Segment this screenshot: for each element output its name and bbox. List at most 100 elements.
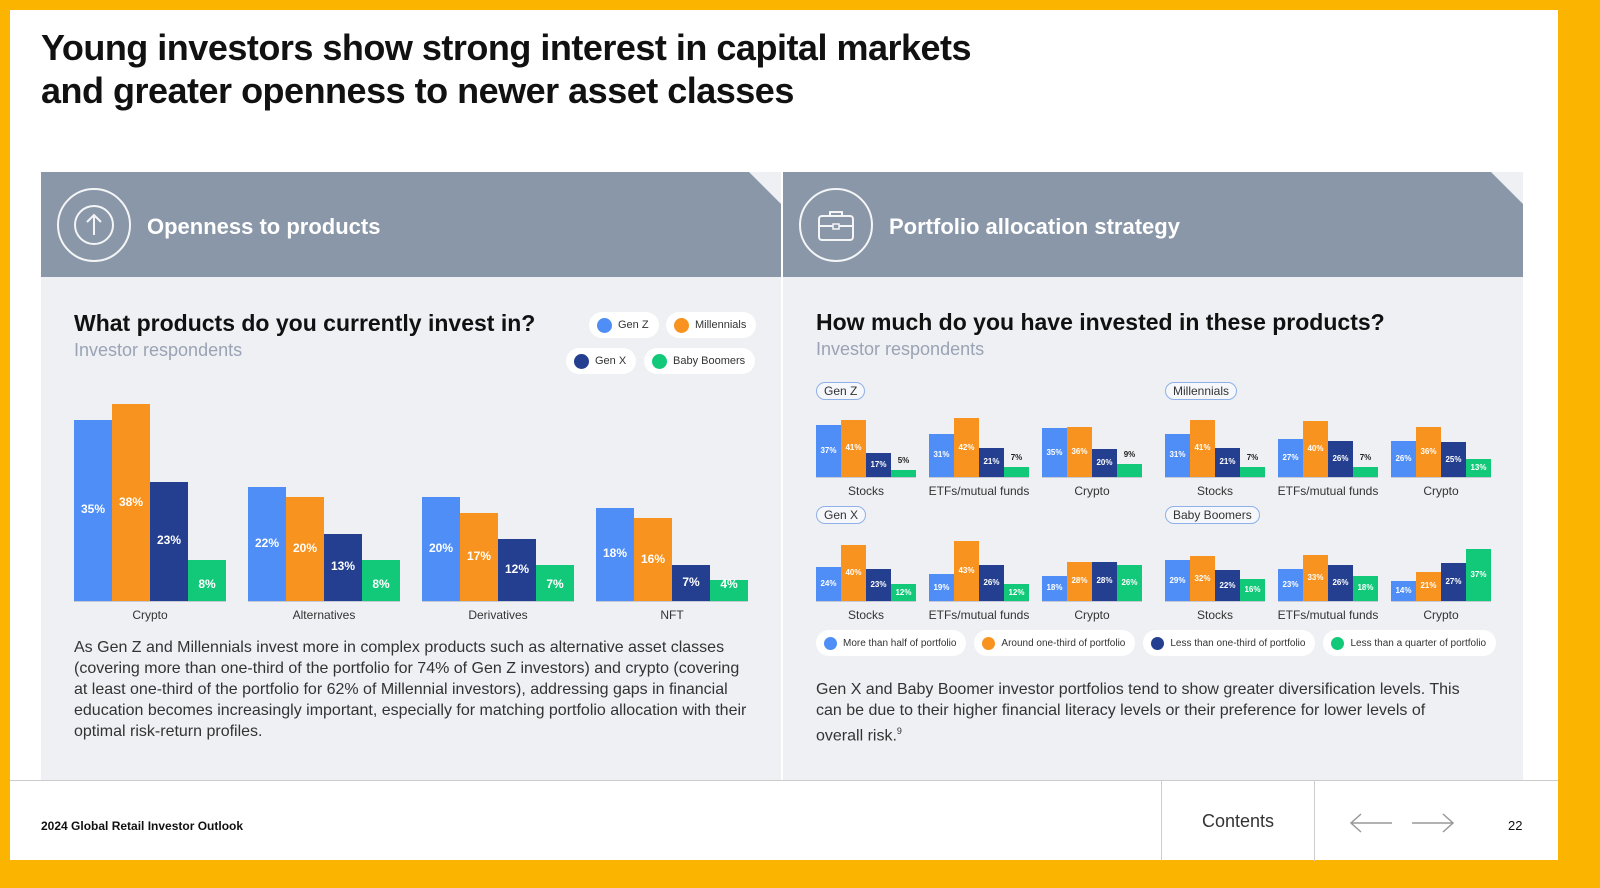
bar: 18% [1353,575,1378,601]
page-number: 22 [1508,818,1523,833]
bar: 38% [112,404,150,601]
bar: 18% [1042,575,1067,601]
prev-arrow-icon[interactable] [1348,811,1394,840]
legend-label: Baby Boomers [673,355,746,367]
bar: 37% [1466,549,1491,601]
legend-label: Less than one-third of portfolio [1170,637,1306,649]
legend-item: Around one-third of portfolio [974,630,1136,656]
axis-line [816,601,916,602]
bar: 27% [1441,563,1466,601]
bar: 7% [536,564,574,601]
legend-item: Baby Boomers [644,348,756,374]
group-pill: Millennials [1165,382,1238,400]
bar: 37% [816,425,841,477]
category-label: Derivatives [468,608,528,622]
data-label: 22% [1219,580,1236,590]
data-label: 27% [1445,577,1462,587]
bar: 14% [1391,581,1416,601]
bar: 18% [596,507,634,601]
data-label: 18% [1046,583,1063,593]
bar: 7% [1004,453,1029,477]
data-label: 16% [1244,584,1261,594]
data-label: 4% [720,577,738,591]
axis-line [596,601,748,602]
bar: 35% [1042,428,1067,477]
bar: 26% [1328,440,1353,477]
data-label: 36% [1420,446,1437,456]
bar: 17% [866,453,891,477]
panel-title: Openness to products [147,214,381,239]
chart-question: How much do you have invested in these p… [816,309,1385,335]
data-label: 14% [1395,586,1412,596]
category-label: Crypto [1423,608,1459,622]
bar: 36% [1416,426,1441,477]
axis-line [929,601,1029,602]
bar: 12% [498,538,536,601]
bar: 26% [1391,440,1416,477]
data-label: 32% [1194,573,1211,583]
bar: 17% [460,512,498,601]
bar: 20% [1092,449,1117,477]
legend-label: Gen X [595,355,627,367]
report-name: 2024 Global Retail Investor Outlook [41,819,244,833]
legend-label: Less than a quarter of portfolio [1350,637,1487,649]
data-label: 26% [1332,453,1349,463]
data-label: 20% [428,541,454,556]
data-label: 40% [1307,444,1324,453]
category-label: ETFs/mutual funds [1277,484,1379,498]
legend-swatch [1151,636,1165,650]
bar: 23% [150,481,188,601]
footnote-marker: 9 [896,726,902,736]
category-label: Stocks [847,484,884,498]
data-label: 28% [1096,576,1113,586]
bar: 21% [979,447,1004,477]
bar: 13% [324,533,362,601]
legend-swatch [574,353,589,369]
paragraph-text: Gen X and Baby Boomer investor portfolio… [816,681,1460,745]
data-label: 23% [870,579,887,589]
bar: 27% [1278,439,1303,477]
bar: 32% [1190,556,1215,601]
bar: 40% [841,545,866,601]
legend-swatch [674,317,689,333]
data-label: 31% [1169,450,1186,460]
bar: 20% [422,497,460,601]
category-label: Stocks [1196,608,1233,622]
bar: 25% [1441,442,1466,477]
bar: 12% [891,584,916,601]
data-label: 16% [640,551,666,566]
data-label: 13% [1470,462,1487,472]
arrow-up-circle-icon [57,188,131,262]
category-label: Crypto [1423,484,1459,498]
legend-label: More than half of portfolio [843,637,957,649]
bar: 8% [188,559,226,601]
data-label: 12% [504,561,530,576]
bar: 22% [1215,570,1240,601]
briefcase-icon [799,188,873,262]
category-label: Crypto [1074,484,1110,498]
axis-line [816,477,916,478]
axis-line [74,601,226,602]
data-label: 38% [118,494,144,509]
chart-question: What products do you currently invest in… [74,310,536,336]
legend-swatch [982,636,996,650]
data-label: 12% [895,587,912,597]
data-label: 43% [958,565,975,575]
axis-line [1042,477,1142,478]
axis-line [929,477,1029,478]
left-panel: Openness to products What products do yo… [41,172,781,780]
bar: 35% [74,419,112,601]
category-label: ETFs/mutual funds [1277,608,1379,622]
bar: 33% [1303,554,1328,601]
data-label: 12% [1008,587,1025,597]
axis-line [1278,601,1378,602]
contents-link[interactable]: Contents [1161,781,1315,861]
bar: 28% [1067,561,1092,601]
data-label: 31% [933,450,950,460]
data-label: 21% [1219,457,1236,467]
bar: 41% [1190,419,1215,477]
legend-item: Less than one-third of portfolio [1143,630,1316,656]
next-arrow-icon[interactable] [1410,811,1456,840]
bar: 16% [1240,578,1265,601]
data-label: 7% [1359,453,1372,463]
